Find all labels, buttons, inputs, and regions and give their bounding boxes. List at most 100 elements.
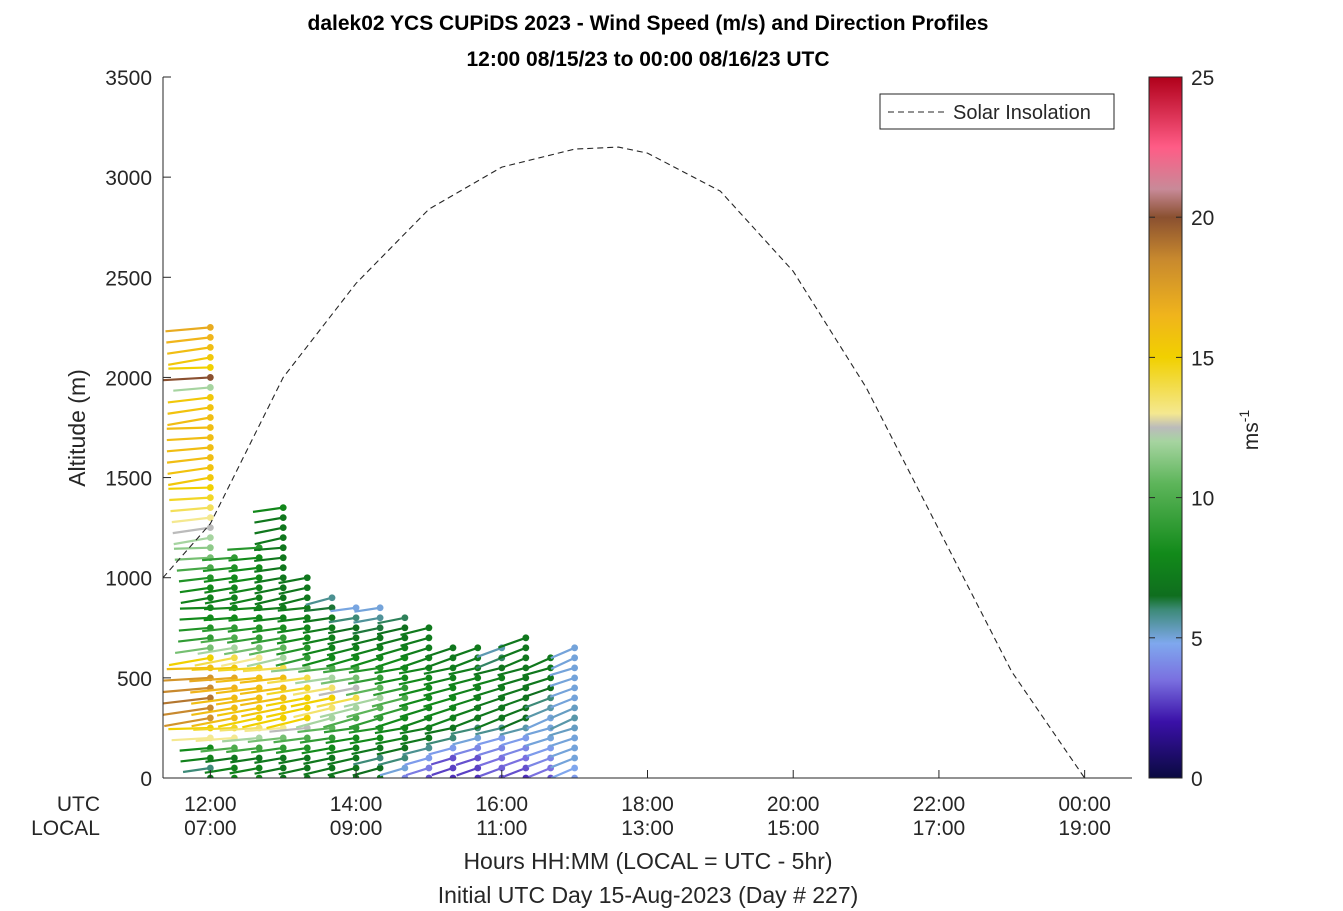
wind-profile bbox=[163, 323, 214, 778]
x-row-label-local: LOCAL bbox=[31, 817, 100, 840]
wind-stick bbox=[295, 676, 333, 685]
wind-stick bbox=[475, 656, 503, 670]
wind-stick bbox=[423, 666, 454, 675]
wind-point bbox=[279, 744, 287, 752]
wind-stick bbox=[498, 776, 502, 778]
wind-stick bbox=[176, 566, 211, 572]
wind-stick bbox=[269, 726, 308, 733]
x-tick-label-utc: 12:00 bbox=[184, 793, 237, 816]
wind-point bbox=[376, 634, 384, 642]
wind-stick bbox=[215, 696, 260, 706]
wind-stick bbox=[171, 516, 211, 524]
wind-stick bbox=[473, 666, 503, 676]
wind-stick bbox=[323, 726, 357, 734]
y-tick-label: 1000 bbox=[105, 568, 152, 591]
wind-stick bbox=[168, 366, 211, 370]
wind-stick bbox=[229, 586, 260, 595]
wind-profile bbox=[549, 644, 579, 778]
wind-stick bbox=[449, 646, 479, 659]
wind-point bbox=[206, 644, 214, 652]
wind-point bbox=[571, 694, 579, 702]
wind-stick bbox=[202, 566, 235, 573]
wind-stick bbox=[179, 746, 211, 752]
wind-stick bbox=[523, 686, 551, 699]
wind-point bbox=[279, 684, 287, 692]
wind-point bbox=[376, 684, 384, 692]
wind-point bbox=[522, 734, 530, 742]
wind-point bbox=[231, 594, 238, 602]
wind-point bbox=[303, 774, 311, 778]
wind-point bbox=[376, 674, 384, 682]
wind-stick bbox=[253, 616, 284, 623]
wind-stick bbox=[174, 556, 211, 561]
wind-point bbox=[206, 534, 214, 542]
wind-stick bbox=[373, 686, 406, 697]
wind-stick bbox=[299, 736, 333, 744]
x-tick-label-local: 17:00 bbox=[913, 817, 966, 840]
wind-point bbox=[206, 323, 214, 331]
wind-stick bbox=[228, 776, 235, 778]
wind-point bbox=[279, 544, 287, 552]
wind-stick bbox=[278, 586, 308, 596]
axes-box bbox=[163, 77, 1132, 778]
wind-point bbox=[401, 754, 409, 762]
wind-stick bbox=[250, 746, 284, 754]
wind-stick bbox=[178, 576, 211, 583]
wind-stick bbox=[352, 776, 357, 778]
wind-point bbox=[449, 734, 457, 742]
wind-stick bbox=[191, 706, 235, 717]
wind-stick bbox=[349, 736, 381, 745]
wind-point bbox=[206, 444, 214, 451]
wind-stick bbox=[549, 686, 576, 698]
wind-stick bbox=[203, 606, 235, 611]
wind-stick bbox=[549, 676, 575, 688]
wind-stick bbox=[377, 756, 406, 767]
wind-point bbox=[425, 744, 433, 752]
wind-stick bbox=[166, 456, 211, 464]
wind-stick bbox=[226, 746, 260, 754]
wind-stick bbox=[239, 686, 284, 696]
wind-point bbox=[498, 744, 506, 752]
wind-profile bbox=[343, 604, 384, 778]
wind-stick bbox=[453, 746, 479, 756]
wind-stick bbox=[254, 546, 284, 552]
wind-stick bbox=[265, 706, 308, 718]
wind-stick bbox=[215, 676, 260, 684]
wind-point bbox=[206, 454, 214, 461]
wind-stick bbox=[474, 776, 478, 778]
wind-stick bbox=[424, 716, 454, 730]
wind-point bbox=[352, 744, 360, 752]
wind-stick bbox=[278, 596, 308, 606]
wind-stick bbox=[522, 676, 551, 688]
wind-point bbox=[231, 764, 238, 772]
wind-stick bbox=[549, 726, 575, 737]
wind-stick bbox=[229, 596, 260, 606]
wind-stick bbox=[179, 606, 211, 610]
colorbar: 0 5 10 15 20 25 ms-1 bbox=[1148, 67, 1263, 791]
wind-stick bbox=[497, 696, 527, 709]
wind-point bbox=[352, 754, 360, 762]
wind-stick bbox=[275, 746, 308, 754]
wind-stick bbox=[375, 716, 406, 729]
wind-point bbox=[303, 744, 311, 752]
wind-stick bbox=[292, 686, 333, 696]
wind-stick bbox=[499, 726, 527, 736]
wind-point bbox=[231, 684, 238, 692]
wind-stick bbox=[204, 766, 235, 774]
wind-stick bbox=[180, 756, 211, 763]
wind-point bbox=[303, 654, 311, 662]
x-axis-label-day: Initial UTC Day 15-Aug-2023 (Day # 227) bbox=[438, 882, 859, 908]
wind-point bbox=[279, 554, 287, 562]
wind-point bbox=[352, 614, 360, 622]
wind-point bbox=[303, 634, 311, 642]
wind-stick bbox=[327, 756, 357, 766]
wind-stick bbox=[330, 606, 357, 613]
wind-stick bbox=[227, 626, 260, 633]
wind-point bbox=[206, 694, 214, 702]
x-tick-label-local: 19:00 bbox=[1058, 817, 1111, 840]
colorbar-tick-label: 5 bbox=[1191, 628, 1203, 651]
wind-stick bbox=[230, 756, 260, 764]
colorbar-tick-label: 10 bbox=[1191, 488, 1214, 511]
wind-stick bbox=[275, 656, 308, 667]
